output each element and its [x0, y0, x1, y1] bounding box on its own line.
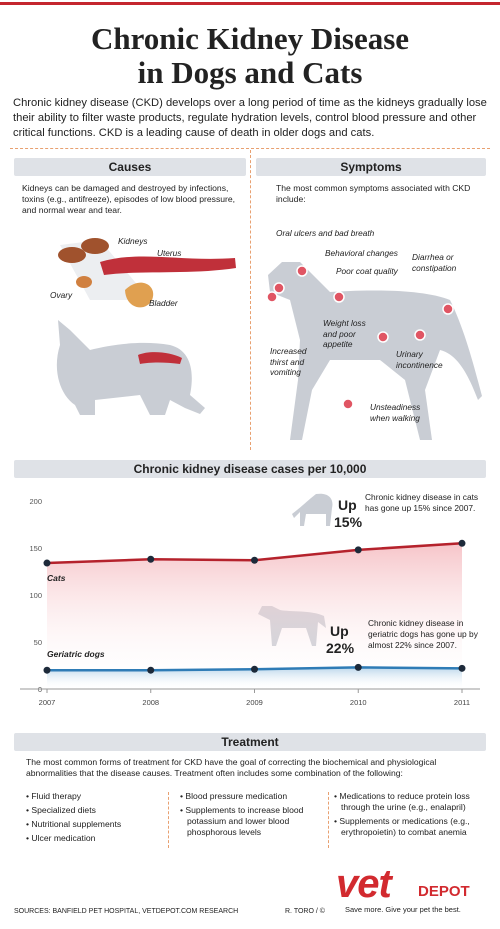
treatment-item: Medications to reduce protein loss throu… [334, 791, 484, 813]
organ-label: Kidneys [118, 236, 148, 246]
data-point [43, 666, 51, 674]
symptom-dots [266, 265, 454, 410]
symptom-label: Poor coat quality [336, 266, 398, 276]
treatment-item: Nutritional supplements [26, 819, 156, 830]
symptom-label: Oral ulcers and bad breath [276, 228, 375, 238]
data-point [354, 663, 362, 671]
symptom-label: Unsteadiness when walking [370, 402, 421, 423]
data-point [147, 555, 155, 563]
divider [10, 148, 490, 149]
logo-depot: DEPOT [418, 883, 470, 900]
title-line: Chronic Kidney Disease [90, 21, 410, 56]
chart-title: Chronic kidney disease cases per 10,000 [14, 460, 486, 478]
y-tick-label: 50 [34, 638, 42, 647]
y-tick-label: 100 [29, 591, 42, 600]
treatment-item: Ulcer medication [26, 833, 156, 844]
data-point [354, 546, 362, 554]
data-point [251, 665, 258, 673]
data-point [147, 666, 155, 674]
intro: Chronic kidney disease (CKD) develops ov… [13, 97, 487, 139]
symptom-label: Increased thirst and vomiting [270, 346, 307, 377]
kidney [81, 238, 109, 254]
symptom-label: Urinary incontinence [396, 349, 443, 370]
y-tick-label: 200 [29, 497, 42, 506]
symptom-label: Diarrhea or constipation [412, 252, 457, 273]
section-text: Kidneys can be damaged and destroyed by … [22, 183, 236, 215]
title: Chronic Kidney Disease in Dogs and Cats [0, 22, 500, 90]
organ-label: Ovary [50, 290, 73, 300]
series-label: Geriatric dogs [47, 649, 105, 659]
treatment-item: Supplements or medications (e.g., erythr… [334, 816, 484, 838]
symptom-label: Behavioral changes [325, 248, 398, 258]
organ-label: Uterus [157, 248, 182, 258]
uterus [100, 256, 236, 275]
treatment-item: Specialized diets [26, 805, 156, 816]
data-point [458, 664, 466, 672]
divider [250, 150, 251, 450]
treatment-item: Blood pressure medication [180, 791, 320, 802]
treatment-item: Supplements to increase blood potassium … [180, 805, 320, 838]
chart: 05010015020020072008200920102011CatsGeri… [20, 492, 480, 707]
section-heading: Symptoms [256, 158, 486, 176]
x-tick-label: 2011 [454, 698, 470, 707]
illustrations [56, 238, 482, 440]
tagline: Save more. Give your pet the best. [345, 905, 461, 914]
treatment-column: Medications to reduce protein loss throu… [334, 791, 484, 841]
sources: SOURCES: BANFIELD PET HOSPITAL, VETDEPOT… [14, 908, 239, 915]
credit: R. TORO / © [285, 908, 325, 915]
section-text: The most common forms of treatment for C… [26, 757, 437, 778]
section-heading: Treatment [14, 733, 486, 751]
title-line: in Dogs and Cats [137, 55, 363, 90]
callout-percent: 15% [334, 514, 363, 530]
y-tick-label: 150 [29, 544, 42, 553]
section-text: The most common symptoms associated with… [276, 183, 471, 204]
dog-silhouette [268, 262, 482, 440]
x-tick-label: 2008 [142, 698, 159, 707]
series-area [47, 543, 462, 689]
divider [328, 792, 329, 848]
data-point [251, 556, 258, 564]
x-tick-label: 2007 [39, 698, 56, 707]
kidney [58, 247, 86, 263]
cat-organs [138, 352, 182, 364]
x-tick-label: 2010 [350, 698, 367, 707]
logo-vet: vet [336, 862, 392, 906]
series-label: Cats [47, 573, 66, 583]
treatment-column: Blood pressure medication Supplements to… [180, 791, 320, 841]
treatment-item: Fluid therapy [26, 791, 156, 802]
bladder [125, 282, 154, 308]
callout-text: Chronic kidney disease in cats has gone u… [365, 492, 478, 513]
callout-text: Chronic kidney disease in geriatric dogs … [368, 618, 479, 650]
divider [168, 792, 169, 848]
cat-icon [292, 493, 333, 526]
data-point [43, 559, 51, 567]
callout-up: Up [330, 623, 349, 639]
top-rule [0, 2, 500, 5]
callout-percent: 22% [326, 640, 355, 656]
ovary [76, 276, 92, 288]
symptom-label: Weight loss and poor appetite [323, 318, 366, 349]
cat-silhouette [56, 320, 205, 415]
callout-up: Up [338, 497, 357, 513]
organ-label: Bladder [149, 298, 178, 308]
treatment-column: Fluid therapy Specialized diets Nutritio… [26, 791, 156, 847]
x-tick-label: 2009 [246, 698, 263, 707]
section-heading: Causes [14, 158, 246, 176]
data-point [458, 539, 466, 547]
